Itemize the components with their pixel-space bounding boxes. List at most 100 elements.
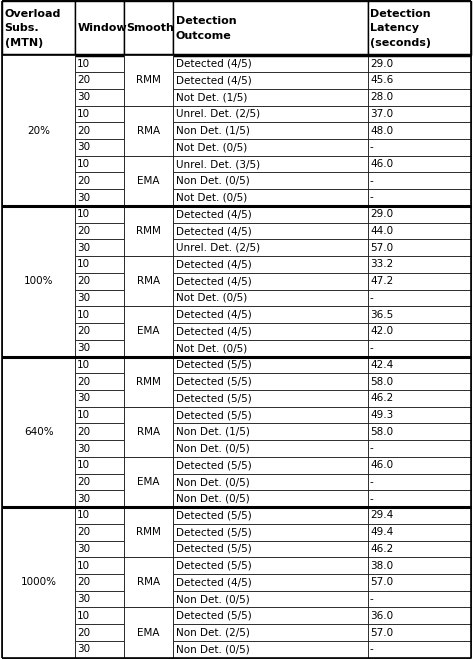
- Bar: [368, 474, 471, 490]
- Text: 30: 30: [77, 293, 90, 303]
- Bar: [124, 558, 173, 574]
- Text: 30: 30: [77, 243, 90, 253]
- Text: 20: 20: [77, 326, 90, 337]
- Bar: [124, 239, 173, 256]
- Bar: [75, 340, 124, 357]
- Bar: [173, 524, 368, 540]
- Bar: [2, 273, 75, 289]
- Bar: [173, 558, 368, 574]
- Text: -: -: [370, 645, 374, 654]
- Text: 57.0: 57.0: [370, 243, 393, 253]
- Bar: [75, 373, 124, 390]
- Bar: [75, 440, 124, 457]
- Text: Non Det. (0/5): Non Det. (0/5): [175, 594, 249, 604]
- Text: 30: 30: [77, 192, 90, 202]
- Text: 20: 20: [77, 276, 90, 286]
- Bar: [368, 457, 471, 474]
- Bar: [124, 156, 173, 173]
- Text: Detected (5/5): Detected (5/5): [175, 544, 251, 554]
- Text: -: -: [370, 494, 374, 503]
- Bar: [124, 390, 173, 407]
- Text: Smooth: Smooth: [126, 23, 175, 34]
- Text: 37.0: 37.0: [370, 109, 393, 119]
- Text: 46.0: 46.0: [370, 460, 393, 471]
- Bar: [124, 474, 173, 490]
- Bar: [173, 89, 368, 105]
- Text: Not Det. (0/5): Not Det. (0/5): [175, 192, 247, 202]
- Bar: [75, 105, 124, 123]
- Text: EMA: EMA: [138, 176, 160, 186]
- Text: 20: 20: [77, 527, 90, 537]
- Text: Window: Window: [77, 23, 127, 34]
- Bar: [75, 507, 124, 524]
- Text: 30: 30: [77, 393, 90, 403]
- Text: -: -: [370, 477, 374, 487]
- Bar: [368, 55, 471, 72]
- Bar: [173, 540, 368, 558]
- Bar: [2, 256, 75, 273]
- Bar: [173, 490, 368, 507]
- Text: Non Det. (0/5): Non Det. (0/5): [175, 494, 249, 503]
- Text: Detected (5/5): Detected (5/5): [175, 360, 251, 370]
- Bar: [368, 540, 471, 558]
- Bar: [124, 223, 173, 239]
- Text: 30: 30: [77, 594, 90, 604]
- Bar: [173, 289, 368, 306]
- Bar: [2, 340, 75, 357]
- Bar: [368, 440, 471, 457]
- Bar: [124, 608, 173, 624]
- Bar: [124, 407, 173, 424]
- Text: 42.4: 42.4: [370, 360, 393, 370]
- Bar: [75, 139, 124, 156]
- Bar: [75, 306, 124, 323]
- Bar: [2, 139, 75, 156]
- Bar: [2, 206, 75, 357]
- Text: 640%: 640%: [24, 427, 53, 437]
- Bar: [124, 440, 173, 457]
- Bar: [75, 173, 124, 189]
- Bar: [2, 357, 75, 507]
- Bar: [368, 273, 471, 289]
- Bar: [124, 306, 173, 323]
- Text: Non Det. (0/5): Non Det. (0/5): [175, 176, 249, 186]
- Text: Outcome: Outcome: [175, 30, 231, 41]
- Bar: [75, 156, 124, 173]
- Bar: [75, 424, 124, 440]
- Bar: [173, 373, 368, 390]
- Bar: [124, 407, 173, 457]
- Text: Detected (4/5): Detected (4/5): [175, 577, 251, 587]
- Bar: [124, 457, 173, 507]
- Text: 29.0: 29.0: [370, 210, 393, 219]
- Bar: [124, 206, 173, 223]
- Text: 20: 20: [77, 376, 90, 387]
- Text: Non Det. (1/5): Non Det. (1/5): [175, 126, 250, 136]
- Bar: [368, 289, 471, 306]
- Bar: [75, 357, 124, 373]
- Text: 20: 20: [77, 226, 90, 236]
- Text: Subs.: Subs.: [5, 23, 39, 34]
- Text: 20: 20: [77, 176, 90, 186]
- Bar: [368, 139, 471, 156]
- Bar: [2, 306, 75, 323]
- Text: 100%: 100%: [24, 276, 53, 286]
- Bar: [368, 306, 471, 323]
- Text: Not Det. (0/5): Not Det. (0/5): [175, 293, 247, 303]
- Text: 30: 30: [77, 92, 90, 102]
- Text: Non Det. (1/5): Non Det. (1/5): [175, 427, 250, 437]
- Text: Unrel. Det. (3/5): Unrel. Det. (3/5): [175, 159, 260, 169]
- Bar: [173, 590, 368, 608]
- Bar: [124, 357, 173, 407]
- Bar: [124, 156, 173, 206]
- Bar: [2, 590, 75, 608]
- Bar: [2, 223, 75, 239]
- Text: Non Det. (2/5): Non Det. (2/5): [175, 627, 250, 638]
- Bar: [75, 55, 124, 72]
- Text: Non Det. (0/5): Non Det. (0/5): [175, 444, 249, 453]
- Bar: [124, 457, 173, 474]
- Text: 10: 10: [77, 260, 90, 270]
- Bar: [2, 323, 75, 340]
- Text: Detected (5/5): Detected (5/5): [175, 393, 251, 403]
- Bar: [173, 474, 368, 490]
- Text: 30: 30: [77, 645, 90, 654]
- Text: 45.6: 45.6: [370, 75, 393, 86]
